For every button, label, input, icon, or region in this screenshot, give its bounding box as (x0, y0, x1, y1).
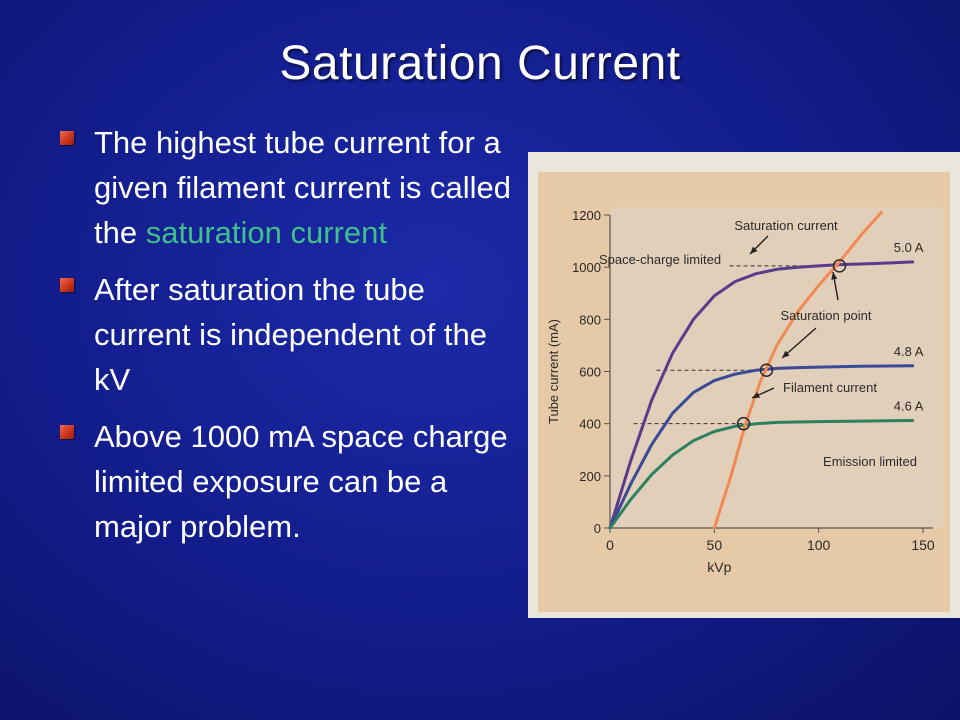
annotation-arrow-head (752, 392, 760, 398)
saturation-point-marker (759, 363, 774, 377)
saturation-point-marker (832, 259, 847, 273)
x-tick-label: 100 (807, 537, 831, 553)
series-label: 4.8 A (894, 344, 924, 359)
y-axis-label: Tube current (mA) (546, 319, 561, 424)
annotation-filament-current: Filament current (783, 380, 877, 395)
annotation-arrow (781, 327, 817, 359)
annotation-saturation-point: Saturation point (780, 308, 871, 323)
x-axis-label: kVp (707, 559, 731, 575)
y-tick-label: 0 (594, 521, 601, 536)
bullet-item: The highest tube current for a given fil… (58, 120, 518, 255)
saturation-point-marker (736, 416, 751, 431)
bullet-highlight: saturation current (145, 215, 387, 250)
annotation-arrow-head (782, 350, 790, 358)
series-line (608, 364, 915, 530)
series-label: 4.6 A (894, 399, 924, 414)
annotation-saturation-current: Saturation current (734, 218, 838, 233)
series-line (608, 260, 915, 530)
series-label: 5.0 A (894, 240, 924, 255)
y-tick-label: 400 (579, 417, 601, 432)
y-tick-label: 1200 (572, 208, 601, 223)
chart-photo: 0 200 400 600 800 1000 1200 0 50 100 150 kVp Tube cu… (528, 152, 960, 618)
y-tick-label: 200 (579, 469, 601, 484)
x-tick-label: 150 (911, 537, 935, 553)
square-bullet-icon (60, 278, 74, 292)
y-tick-label: 1000 (572, 260, 601, 275)
y-tick-label: 800 (579, 312, 601, 327)
x-tick-label: 50 (707, 537, 723, 553)
bullet-item: Above 1000 mA space charge limited expos… (58, 414, 518, 549)
y-tick-label: 600 (579, 365, 601, 380)
bullet-item: After saturation the tube current is ind… (58, 267, 518, 402)
tube-current-chart: 0 200 400 600 800 1000 1200 0 50 100 150 kVp Tube cu… (538, 172, 950, 612)
annotation-space-charge-limited: Space-charge limited (599, 252, 721, 267)
bullet-text: After saturation the tube current is ind… (94, 272, 487, 397)
x-tick-label: 0 (606, 537, 614, 553)
series-line (712, 210, 883, 530)
annotation-emission-limited: Emission limited (823, 454, 917, 469)
slide-title: Saturation Current (279, 37, 681, 90)
annotation-arrow-head (750, 246, 758, 254)
series-line (608, 419, 915, 530)
annotation-arrow-head (831, 272, 838, 280)
bullet-text: The highest tube current for a given fil… (94, 125, 511, 250)
square-bullet-icon (60, 425, 74, 439)
bullet-text: Above 1000 mA space charge limited expos… (94, 419, 508, 544)
square-bullet-icon (60, 131, 74, 145)
bullet-list: The highest tube current for a given fil… (58, 120, 518, 561)
